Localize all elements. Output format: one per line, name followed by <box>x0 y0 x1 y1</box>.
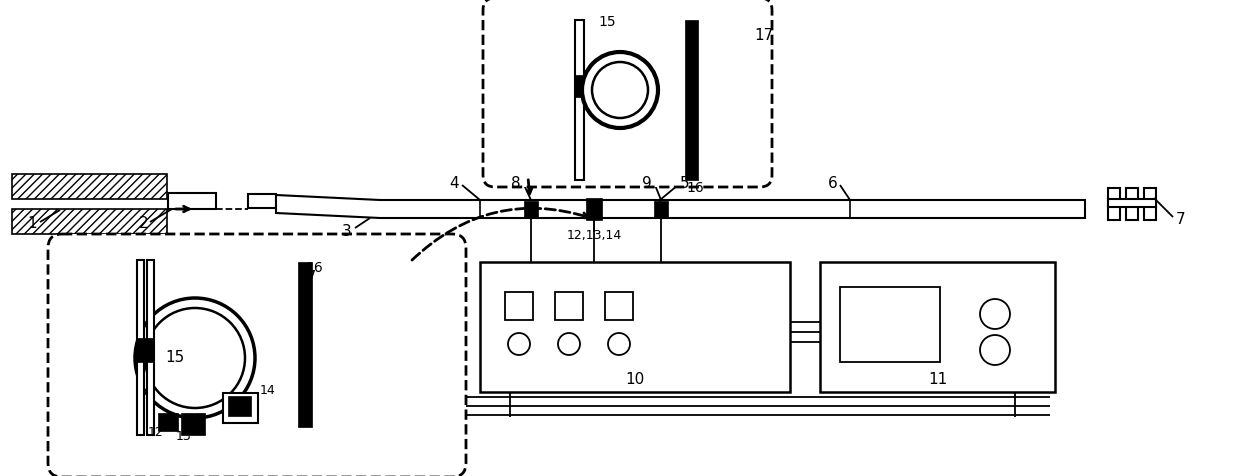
Text: 6: 6 <box>828 176 838 190</box>
Bar <box>1109 188 1120 220</box>
Text: 3: 3 <box>342 224 352 238</box>
Circle shape <box>582 52 658 128</box>
Bar <box>136 260 144 435</box>
Bar <box>298 262 312 427</box>
Bar <box>820 262 1055 392</box>
Bar <box>248 194 277 208</box>
Bar <box>12 174 167 199</box>
Bar <box>148 260 154 435</box>
Bar <box>223 393 258 423</box>
Bar <box>575 20 584 180</box>
Text: 14: 14 <box>260 384 275 397</box>
Text: 4: 4 <box>449 176 459 190</box>
Text: 5: 5 <box>680 176 689 190</box>
Text: 15: 15 <box>165 350 185 366</box>
Bar <box>167 193 216 209</box>
Circle shape <box>558 333 580 355</box>
Bar <box>556 292 583 320</box>
Bar <box>505 292 533 320</box>
FancyBboxPatch shape <box>48 234 466 476</box>
Text: 11: 11 <box>928 373 947 387</box>
Text: 15: 15 <box>598 15 615 29</box>
Bar <box>181 413 205 435</box>
Circle shape <box>591 62 649 118</box>
Circle shape <box>608 333 630 355</box>
Bar <box>480 262 790 392</box>
Circle shape <box>145 308 246 408</box>
Text: 17: 17 <box>298 270 317 286</box>
Bar <box>12 209 167 234</box>
FancyBboxPatch shape <box>484 0 773 187</box>
Text: 16: 16 <box>305 261 322 275</box>
Bar <box>525 201 538 217</box>
Text: 16: 16 <box>686 181 704 195</box>
Circle shape <box>980 299 1011 329</box>
Bar <box>157 413 179 431</box>
Text: 17: 17 <box>754 28 774 42</box>
Polygon shape <box>277 195 1085 218</box>
Text: 7: 7 <box>1176 211 1185 227</box>
Text: 13: 13 <box>176 430 192 444</box>
Bar <box>1145 188 1156 220</box>
Text: 1: 1 <box>27 217 37 231</box>
Text: 2: 2 <box>139 217 148 231</box>
Text: 9: 9 <box>642 176 652 190</box>
Bar <box>575 75 584 97</box>
Text: 8: 8 <box>511 176 521 190</box>
Circle shape <box>508 333 529 355</box>
Bar <box>839 287 940 362</box>
Bar <box>228 396 250 416</box>
Text: 12,13,14: 12,13,14 <box>567 229 621 242</box>
Bar <box>136 338 154 362</box>
Text: 10: 10 <box>625 373 645 387</box>
Bar <box>1126 188 1138 220</box>
Bar <box>587 198 601 220</box>
Bar <box>1109 199 1156 207</box>
Bar <box>605 292 632 320</box>
Bar <box>653 201 668 217</box>
Circle shape <box>135 298 255 418</box>
Text: 12: 12 <box>148 426 164 439</box>
Circle shape <box>980 335 1011 365</box>
Bar <box>684 20 698 180</box>
